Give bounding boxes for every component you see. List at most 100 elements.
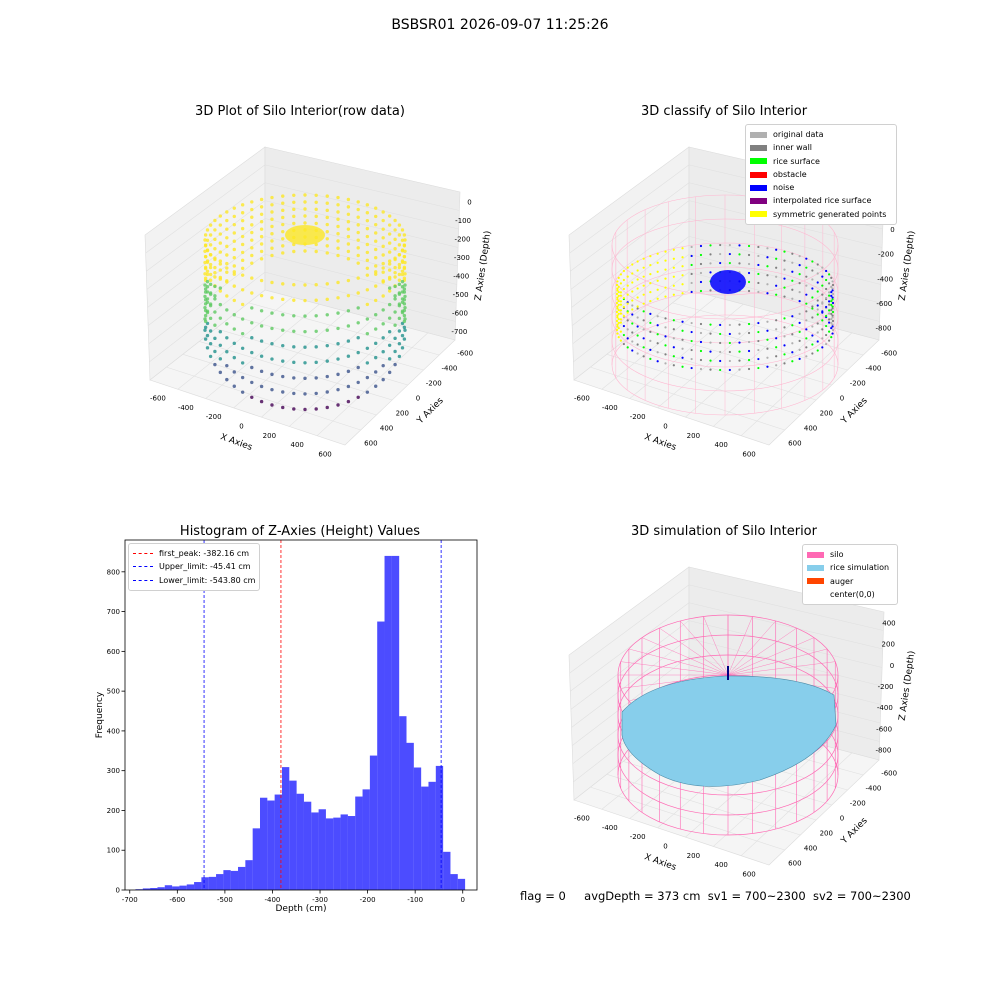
classified-point [709, 244, 712, 247]
classified-point [709, 289, 712, 292]
point-column [240, 288, 245, 292]
histogram-bar [281, 767, 290, 890]
classified-point [775, 248, 778, 251]
point-column [270, 232, 274, 236]
point-column [356, 350, 360, 355]
histogram-bar [406, 742, 414, 890]
point-column [393, 275, 397, 279]
grid-line [569, 164, 690, 254]
point-column [225, 279, 229, 283]
grid-line [571, 656, 690, 746]
classified-point [719, 261, 722, 265]
point-column [346, 234, 351, 239]
z-tick-label: -400 [453, 272, 469, 280]
histogram-bar [347, 816, 356, 890]
classified-point [816, 290, 819, 293]
classified-point [699, 331, 703, 335]
point-column [336, 387, 340, 392]
classified-point [626, 266, 629, 269]
classified-point [828, 309, 831, 312]
point-column [270, 342, 274, 346]
point-column [397, 253, 402, 257]
legend-entry: silo [807, 548, 893, 561]
classified-point [616, 289, 619, 292]
sv2-text: sv2 = 700~2300 [812, 889, 911, 903]
point-column [225, 227, 229, 231]
histogram-bar [274, 794, 282, 890]
point-column [218, 343, 223, 347]
point-column [240, 390, 245, 394]
point-column [393, 294, 397, 298]
x-tick-label: 400 [715, 861, 728, 869]
classified-point [664, 317, 667, 320]
classified-point [664, 277, 667, 280]
classified-point [619, 330, 622, 333]
grid-line [261, 318, 374, 418]
point-column [218, 214, 223, 218]
classified-point [681, 338, 684, 341]
legend-swatch [750, 211, 767, 218]
point-column [336, 342, 340, 346]
classified-point [825, 296, 828, 300]
point-column [259, 197, 264, 202]
classified-point [622, 305, 625, 309]
classified-point [719, 359, 722, 363]
legend-label: center(0,0) [830, 589, 875, 599]
classified-point [709, 359, 712, 362]
silo-roof-rib [727, 616, 753, 676]
point-column [346, 242, 351, 246]
point-column [281, 343, 285, 348]
classified-point [728, 368, 731, 372]
point-column [403, 305, 407, 310]
point-column [374, 327, 378, 331]
point-column [387, 277, 392, 281]
point-column [374, 355, 378, 360]
grid-line [685, 318, 798, 418]
point-column [292, 221, 296, 226]
classified-point [728, 332, 731, 336]
silo-roof-rib [680, 620, 729, 676]
point-column [356, 365, 360, 370]
figure-title: BSBSR01 2026-09-07 11:25:26 [391, 17, 609, 33]
point-column [314, 249, 318, 254]
point-column [400, 333, 405, 338]
x-tick-label: -600 [574, 395, 590, 403]
classified-point [636, 260, 639, 263]
classified-point [617, 321, 620, 324]
point-column [346, 197, 351, 202]
point-column [397, 233, 402, 237]
legend-label: original data [773, 130, 824, 139]
point-column [225, 336, 229, 340]
classified-point [757, 339, 760, 343]
point-column [203, 233, 208, 237]
point-column [381, 236, 385, 240]
histogram-bar [172, 886, 180, 890]
y-tick-label: 400 [107, 727, 120, 735]
point-column [402, 325, 407, 330]
histogram-bar [421, 786, 429, 890]
classified-point [831, 301, 835, 305]
classified-point [828, 303, 831, 306]
point-column [250, 207, 254, 212]
point-column [314, 207, 318, 212]
classified-point [664, 353, 667, 356]
classified-point [672, 248, 675, 251]
point-column [346, 212, 351, 217]
point-column [381, 218, 385, 223]
classified-point [719, 350, 722, 354]
classified-point [656, 288, 659, 291]
classified-point [617, 303, 620, 306]
rice-simulation-surface [621, 675, 837, 787]
point-column [387, 370, 392, 375]
point-column [213, 247, 217, 251]
point-column [400, 259, 405, 263]
point-column [292, 314, 296, 318]
point-column [203, 276, 208, 280]
x-tick-label: -600 [574, 815, 590, 823]
classified-point [619, 321, 622, 324]
z-tick-label: -200 [455, 235, 471, 243]
classified-point [775, 364, 778, 367]
grid-line [656, 315, 848, 371]
classified-point [681, 329, 684, 332]
point-column [270, 224, 274, 229]
